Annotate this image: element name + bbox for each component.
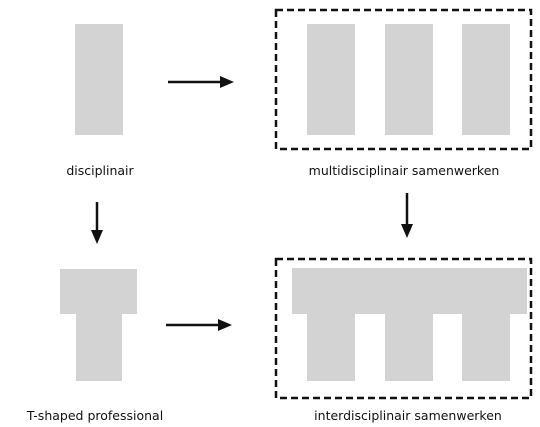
label-multidisciplinary: multidisciplinair samenwerken — [309, 163, 500, 178]
interdisciplinary-stem — [307, 314, 355, 381]
multidisciplinary-panel — [274, 8, 533, 151]
disciplinary-panel — [75, 24, 123, 135]
multidisciplinary-frame — [274, 8, 533, 151]
interdisciplinary-top-bar — [292, 268, 527, 314]
t-shaped-panel — [60, 269, 137, 381]
label-interdisciplinary: interdisciplinair samenwerken — [314, 408, 502, 423]
t-shape-top-bar — [60, 269, 137, 314]
interdisciplinary-stem — [462, 314, 510, 381]
label-t-shaped: T-shaped professional — [26, 408, 163, 423]
arrow-right-bottom — [166, 319, 232, 331]
discipline-block — [75, 24, 123, 135]
interdisciplinary-stem — [385, 314, 433, 381]
discipline-block — [462, 24, 510, 135]
discipline-block — [385, 24, 433, 135]
arrow-down-right — [401, 193, 413, 238]
interdisciplinary-panel — [274, 257, 533, 400]
discipline-block — [307, 24, 355, 135]
arrow-down-left — [91, 202, 103, 244]
arrow-right-top — [168, 76, 234, 88]
interdisciplinary-frame — [274, 257, 533, 400]
label-disciplinary: disciplinair — [66, 163, 134, 178]
t-shape-stem — [76, 314, 122, 381]
